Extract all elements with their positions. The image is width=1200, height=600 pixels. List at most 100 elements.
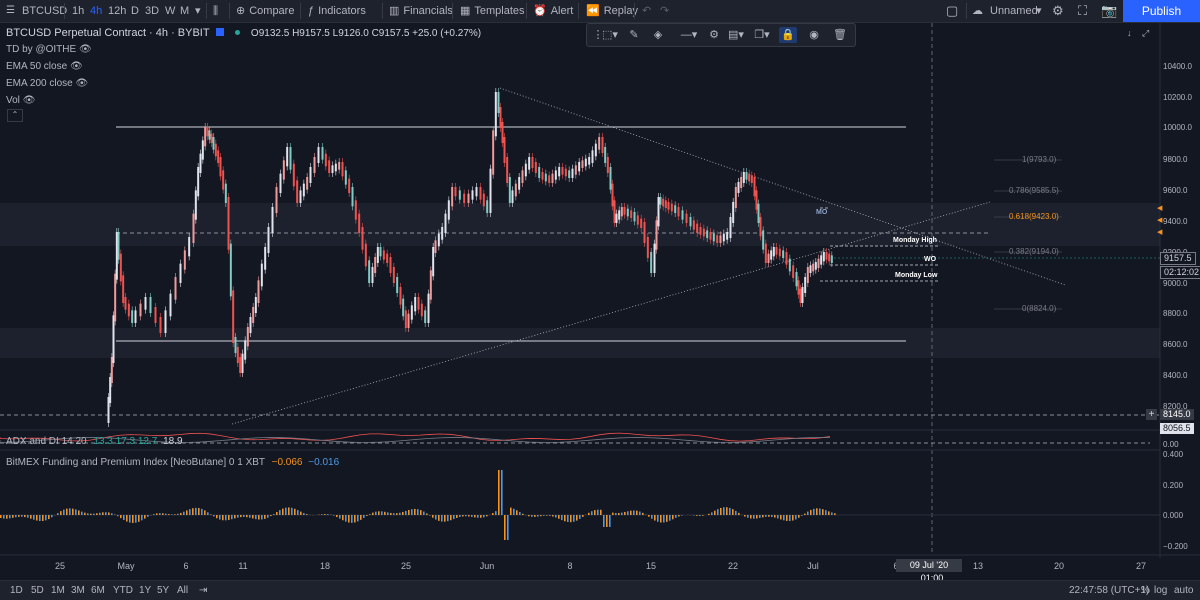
eye-icon[interactable]: 👁 (76, 78, 89, 89)
financials-button[interactable]: ▥Financials (389, 0, 453, 22)
gear-icon[interactable]: ⚙ (705, 27, 723, 43)
replay-button[interactable]: ⏪Replay (586, 0, 638, 22)
study-ema200[interactable]: EMA 200 close 👁 (6, 78, 88, 89)
interval-d[interactable]: D (131, 0, 139, 22)
interval-1h[interactable]: 1h (72, 0, 84, 22)
candle-body (607, 157, 609, 173)
arrow-down-icon[interactable]: ↓ (1127, 28, 1132, 38)
funding-bar (642, 513, 644, 515)
funding-bar (510, 508, 512, 515)
candle-body (483, 194, 485, 207)
trash-icon[interactable]: 🗑 (831, 27, 849, 43)
adx-legend[interactable]: ADX and DI 14 20 13.3 17.3 12.7 18.9 (6, 436, 183, 447)
chart-type-icon[interactable]: ⫼ (213, 0, 218, 22)
eye-icon[interactable]: 👁 (23, 95, 36, 106)
candle-body (368, 260, 370, 283)
funding-bar (747, 515, 749, 518)
legend-title[interactable]: BTCUSD Perpetual Contract · 4h · BYBIT (6, 27, 210, 39)
template-icon[interactable]: ⬚▾ (601, 27, 619, 43)
candle-body (217, 150, 219, 163)
templates-button[interactable]: ▦Templates (460, 0, 525, 22)
funding-bar (15, 515, 17, 517)
candle-body (135, 310, 137, 323)
line-style-icon[interactable]: —▾ (675, 27, 703, 43)
interval-3d[interactable]: 3D (145, 0, 159, 22)
study-vol[interactable]: Vol 👁 (6, 95, 35, 106)
percent-toggle[interactable]: % (1141, 581, 1150, 600)
range-1y[interactable]: 1Y (139, 581, 151, 600)
range-3m[interactable]: 3M (71, 581, 85, 600)
range-5d[interactable]: 5D (31, 581, 44, 600)
candle-body (634, 212, 636, 221)
gear-icon[interactable]: ⚙ (1052, 0, 1064, 22)
collapse-legend-icon[interactable]: ⌃ (7, 109, 23, 122)
clock[interactable]: 22:47:58 (UTC+1) (1069, 581, 1149, 600)
range-5y[interactable]: 5Y (157, 581, 169, 600)
add-alert-plus-icon[interactable]: + (1146, 409, 1157, 420)
funding-bar (372, 513, 374, 515)
cloud-icon[interactable]: ☁ (972, 0, 983, 22)
menu-icon[interactable]: ☰ (6, 0, 15, 22)
lock-icon[interactable]: 🔒 (779, 27, 797, 43)
range-6m[interactable]: 6M (91, 581, 105, 600)
funding-bar (729, 508, 731, 515)
funding-bar (69, 508, 71, 515)
funding-bar (3, 515, 5, 519)
funding-bar (285, 508, 287, 515)
funding-bar (222, 515, 224, 520)
pencil-icon[interactable]: ✎ (625, 27, 643, 43)
fullscreen-icon[interactable]: ⛶ (1078, 0, 1087, 22)
chart-canvas[interactable] (0, 23, 1200, 558)
eye-icon[interactable]: ◉ (805, 27, 823, 43)
funding-legend[interactable]: BitMEX Funding and Premium Index [NeoBut… (6, 457, 339, 468)
funding-bar (657, 515, 659, 522)
layers-icon[interactable]: ▤▾ (727, 27, 745, 43)
funding-bar (0, 515, 2, 518)
interval-m[interactable]: M (180, 0, 189, 22)
undo-icon[interactable]: ↶ (642, 0, 651, 22)
clone-icon[interactable]: ❐▾ (753, 27, 771, 43)
layout-square-icon[interactable]: ▢ (946, 0, 958, 22)
auto-toggle[interactable]: auto (1174, 581, 1193, 600)
study-td[interactable]: TD by @OITHE 👁 (6, 44, 92, 55)
funding-bar (183, 512, 185, 515)
symbol-search[interactable]: BTCUSD (22, 0, 67, 22)
goto-date-icon[interactable]: ⇥ (199, 581, 207, 600)
eye-icon[interactable]: 👁 (79, 44, 92, 55)
candle-body (235, 337, 237, 353)
funding-bar (597, 510, 599, 515)
fill-bucket-icon[interactable]: ◈ (649, 27, 667, 43)
interval-w[interactable]: W (165, 0, 175, 22)
layout-dropdown-icon[interactable]: ▾ (1036, 0, 1042, 22)
compare-button[interactable]: ⊕Compare (236, 0, 294, 22)
candle-body (678, 207, 680, 216)
eye-icon[interactable]: 👁 (70, 61, 83, 72)
funding-bar (141, 515, 143, 520)
funding-bar (27, 515, 29, 518)
log-toggle[interactable]: log (1154, 581, 1167, 600)
funding-bar (108, 512, 110, 515)
funding-bar (33, 515, 35, 520)
funding-bar (207, 512, 209, 515)
redo-icon[interactable]: ↷ (660, 0, 669, 22)
study-ema50[interactable]: EMA 50 close 👁 (6, 61, 83, 72)
range-1m[interactable]: 1M (51, 581, 65, 600)
interval-12h[interactable]: 12h (108, 0, 126, 22)
publish-button[interactable]: Publish (1123, 0, 1200, 22)
candle-body (258, 280, 260, 303)
interval-dropdown-icon[interactable]: ▾ (195, 0, 201, 22)
alert-button[interactable]: ⏰Alert (533, 0, 573, 22)
expand-icon[interactable]: ⤢ (1142, 28, 1149, 39)
range-1d[interactable]: 1D (10, 581, 23, 600)
range-ytd[interactable]: YTD (113, 581, 133, 600)
funding-bar (621, 513, 623, 515)
funding-bar (366, 515, 368, 516)
range-all[interactable]: All (177, 581, 188, 600)
candle-body (743, 172, 745, 183)
layout-name[interactable]: Unnamed (990, 0, 1038, 22)
interval-4h[interactable]: 4h (90, 0, 102, 22)
candle-body (386, 254, 388, 263)
funding-bar (669, 515, 671, 521)
camera-icon[interactable]: 📷 (1101, 0, 1117, 22)
